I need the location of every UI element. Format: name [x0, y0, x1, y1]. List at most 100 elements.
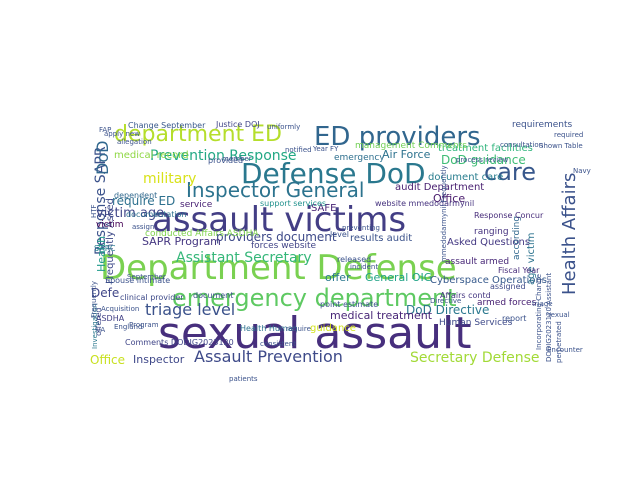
word-cloud-term: Office [433, 192, 465, 205]
word-cloud-term: provided [208, 156, 243, 165]
word-cloud-term: Navy [573, 167, 591, 175]
word-cloud-term: require ED [112, 194, 175, 208]
word-cloud-term: emergency department [172, 284, 457, 312]
word-cloud-term: Fiscal Year [498, 266, 540, 275]
word-cloud-term: providers document [216, 230, 337, 244]
word-cloud-term: SAPR Program [142, 235, 221, 248]
word-cloud-term: Department Defense [100, 248, 457, 288]
word-cloud-term: website mmedodarmynil [375, 199, 474, 208]
word-cloud-term: armed forces [477, 298, 537, 308]
word-cloud-term: Health [95, 236, 108, 272]
word-cloud-term: triage level [145, 300, 235, 319]
word-cloud-term: Secretary Defense [410, 350, 540, 366]
word-cloud-term: process review [456, 156, 509, 164]
word-cloud-term: Directive [430, 297, 461, 305]
word-cloud-term: assault victims [152, 200, 406, 240]
word-cloud-term: September [127, 273, 166, 281]
word-cloud-term: document care [428, 172, 503, 183]
word-cloud-term: Health Human [240, 324, 298, 333]
word-cloud-term: patients [229, 375, 258, 383]
word-cloud-term: Human Services [439, 318, 513, 328]
word-cloud-term: Assistant Secretary [176, 250, 312, 266]
word-cloud-term: required [554, 131, 583, 139]
word-cloud-term: DoD [93, 141, 112, 175]
word-cloud-term: requirements [512, 120, 573, 130]
word-cloud-term: Incorporating Change [535, 274, 543, 350]
word-cloud-term: Office [90, 353, 125, 367]
word-cloud-term: victim [96, 220, 124, 230]
word-cloud-term: Assault Prevention [194, 347, 343, 366]
word-cloud-term: member [222, 155, 252, 163]
word-cloud-term: SAFE [311, 203, 336, 214]
word-cloud-term: point estimate [320, 300, 378, 309]
word-cloud-term: age victim [526, 233, 537, 285]
word-cloud-term: ranging [474, 227, 509, 237]
word-cloud-term: Comments DODIG2023120 [125, 338, 234, 347]
word-cloud-term: released [337, 255, 371, 264]
word-cloud-term: sexual [547, 311, 570, 319]
word-cloud-term: Asked Questions [447, 237, 530, 248]
word-cloud-term: guidance [310, 323, 356, 334]
word-cloud-term: allegation [117, 138, 152, 146]
word-cloud-term: preventing [342, 224, 380, 232]
word-cloud-term: ED providers [314, 122, 481, 152]
word-cloud-term: military [143, 171, 196, 187]
word-cloud-term: apply new [104, 130, 140, 138]
word-cloud-term: Encounter [547, 346, 583, 354]
word-cloud-term: consistent [260, 340, 296, 348]
word-cloud-term: Acquisition [101, 305, 139, 313]
word-cloud-term: triage [532, 300, 553, 308]
word-cloud-term: results audit [350, 233, 412, 244]
word-cloud-term: Cyberspace Operations [430, 275, 547, 286]
word-cloud-term: Inspector [133, 353, 185, 366]
word-cloud-term: HTF [90, 204, 98, 218]
word-cloud-term: department ED [114, 122, 282, 147]
word-cloud-term: VA [96, 326, 105, 334]
word-cloud-term: Air Force [382, 148, 431, 161]
word-cloud-term: medical record [114, 150, 189, 161]
word-cloud-term: General OIG [365, 271, 432, 284]
word-cloud-term: service [180, 200, 213, 210]
word-cloud-term: perpetrated [555, 321, 563, 363]
word-cloud-term: Change September [128, 121, 206, 130]
word-cloud-term: Health Affairs [559, 173, 580, 295]
word-cloud-term: forces website [251, 241, 317, 251]
word-cloud-term: DODIG2023120 Assistant [545, 273, 553, 362]
word-cloud-term: Prevention Response [150, 148, 297, 164]
word-cloud-term: Shown Table [539, 142, 583, 150]
word-cloud-term: FAP [99, 126, 111, 134]
word-cloud-term: Response Concur [474, 211, 544, 220]
word-cloud-term: according [512, 216, 522, 260]
word-cloud-term: SARC [94, 244, 116, 253]
word-cloud-term: Inspector General [186, 178, 364, 202]
word-cloud-term: assault armed [445, 257, 509, 267]
word-cloud-term: Defe [91, 286, 119, 300]
word-cloud-term: notified [285, 146, 312, 154]
word-cloud-term: uniformly [267, 123, 300, 131]
word-cloud-term: level [330, 230, 349, 239]
word-cloud-term: Spouse intimate [105, 276, 170, 285]
word-cloud-term: sexual assault [158, 308, 471, 359]
word-cloud-term: Frequently Asked [105, 198, 116, 284]
word-cloud-term: medical treatment [330, 309, 433, 322]
word-cloud-term: treatment facilities [438, 143, 533, 154]
word-cloud-term: emergency [334, 153, 385, 163]
word-cloud-term: care [484, 158, 536, 186]
word-cloud-term: management Comments [355, 141, 467, 151]
word-cloud-term: require [286, 325, 311, 333]
word-cloud-term: mmedodarmynil Frequently [440, 165, 448, 262]
word-cloud-term: offer [325, 271, 351, 284]
word-cloud-term: Year FY [312, 145, 339, 153]
word-cloud-term: support services [260, 199, 326, 208]
word-cloud-term: document [193, 291, 233, 300]
word-cloud-term: clinical provider [120, 293, 184, 302]
word-cloud-term: assign [132, 223, 154, 231]
word-cloud-term: audit Department [395, 182, 484, 193]
word-cloud-term: Frequently [90, 281, 98, 318]
word-cloud-term: DoD Directive [406, 303, 489, 317]
word-cloud-term: Affairs contd [440, 291, 491, 300]
word-cloud-term: conducted Affairs ASDHA [145, 229, 259, 239]
word-cloud-term: Defense DoD [241, 157, 426, 190]
